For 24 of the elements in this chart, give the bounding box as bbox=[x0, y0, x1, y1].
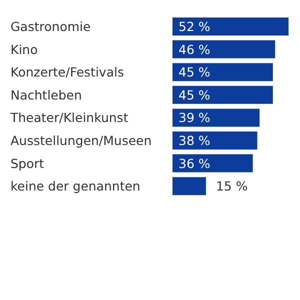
y-tick-label: Ausstellungen/Museen bbox=[10, 133, 152, 148]
bar bbox=[172, 63, 273, 82]
y-tick-label: Sport bbox=[10, 156, 44, 171]
bar bbox=[172, 177, 206, 196]
data-label: 46 % bbox=[178, 42, 210, 57]
data-label: 52 % bbox=[178, 19, 210, 34]
data-label: 45 % bbox=[178, 64, 210, 80]
data-label: 36 % bbox=[178, 156, 210, 171]
y-tick-label: Kino bbox=[10, 42, 38, 57]
y-tick-label: Nachtleben bbox=[10, 87, 82, 102]
bar bbox=[172, 108, 260, 127]
y-tick-label: keine der genannten bbox=[10, 178, 140, 194]
bar bbox=[172, 18, 288, 36]
y-tick-label: Konzerte/Festivals bbox=[10, 64, 124, 80]
y-tick-label: Gastronomie bbox=[10, 19, 91, 34]
data-label: 45 % bbox=[178, 87, 210, 102]
bar bbox=[172, 40, 276, 58]
data-label: 15 % bbox=[216, 178, 248, 194]
y-tick-label: Theater/Kleinkunst bbox=[10, 110, 128, 126]
data-label: 38 % bbox=[178, 133, 210, 148]
bar bbox=[172, 132, 258, 150]
bar bbox=[172, 86, 273, 104]
data-label: 39 % bbox=[178, 110, 210, 126]
bar bbox=[172, 154, 253, 172]
